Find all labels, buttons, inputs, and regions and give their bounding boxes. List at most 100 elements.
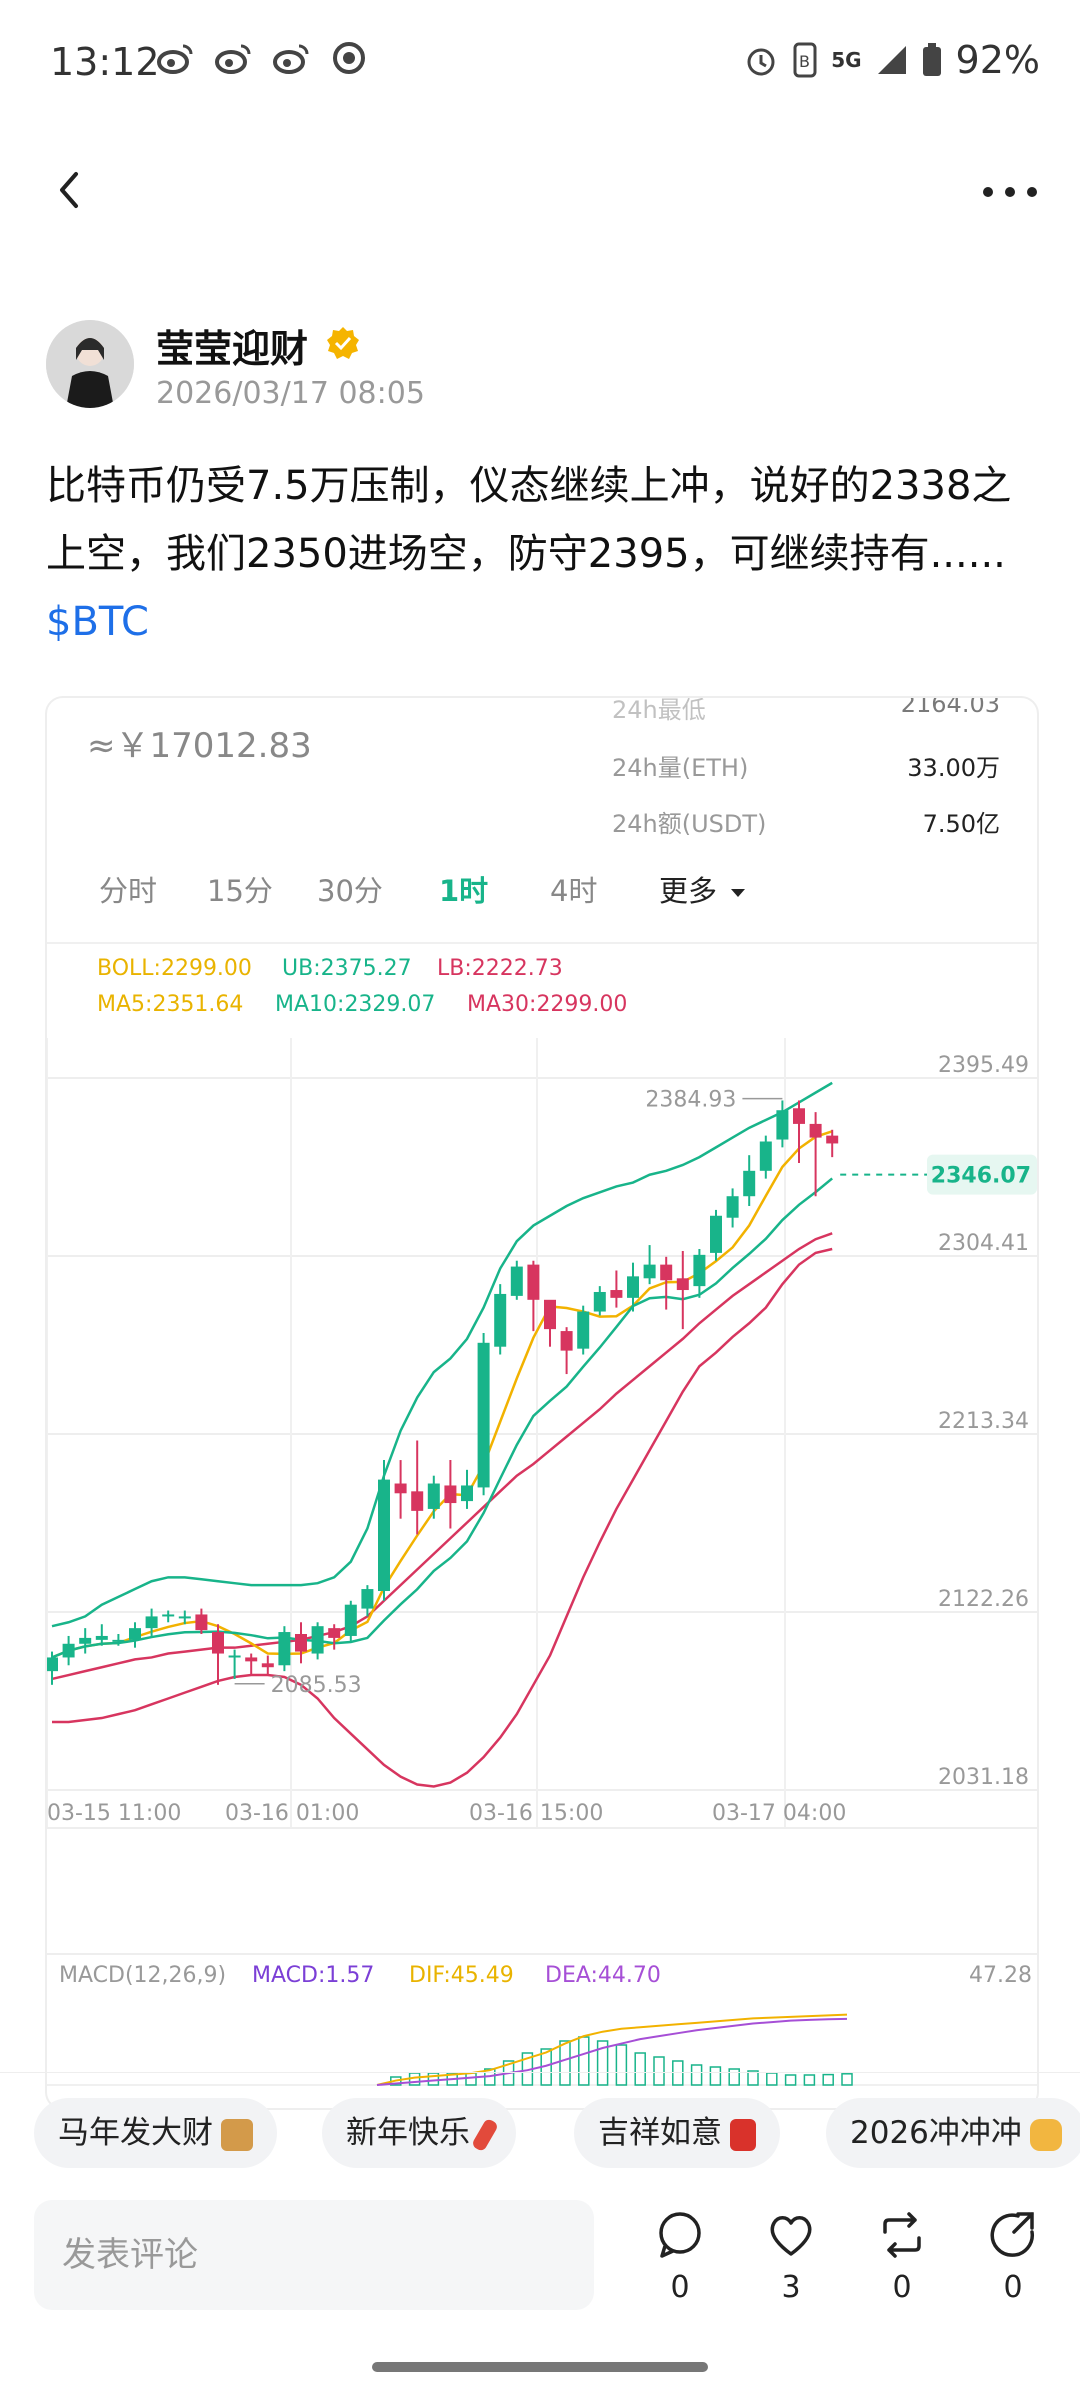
macd-value: MACD:1.57	[252, 1963, 375, 1988]
dea-line	[376, 2017, 848, 2086]
back-icon[interactable]	[50, 170, 90, 210]
candle-body	[494, 1293, 507, 1347]
target-icon	[333, 42, 365, 74]
tab-4h[interactable]: 4时	[550, 874, 598, 908]
macd-histogram-bar	[822, 2073, 834, 2086]
share-count: 0	[1003, 2270, 1023, 2305]
ma30-line	[51, 1232, 833, 1681]
candle-body	[261, 1663, 274, 1668]
candle-body	[627, 1276, 639, 1298]
chip-label: 新年快乐	[346, 2115, 470, 2151]
y-tick-label: 2031.18	[938, 1765, 1029, 1790]
candle-body	[577, 1311, 590, 1349]
x-tick-label: 03-16 01:00	[225, 1801, 359, 1826]
macd-histogram-bar	[841, 2073, 853, 2086]
comment-input[interactable]: 发表评论	[34, 2200, 594, 2310]
notification-icons	[155, 38, 369, 78]
dif-line	[376, 2013, 848, 2086]
stat-label: 24h量(ETH)	[612, 754, 749, 782]
candle-body	[178, 1616, 191, 1619]
macd-histogram-bar	[803, 2074, 816, 2086]
ticker-tag-link[interactable]: $BTC	[46, 599, 149, 645]
weibo-icon	[215, 44, 251, 74]
candle-body	[461, 1485, 473, 1502]
current-price-box	[927, 1154, 1037, 1195]
legend-lb: LB:2222.73	[437, 956, 563, 981]
candle-body	[394, 1483, 407, 1494]
candle-body	[510, 1266, 523, 1296]
more-options-icon[interactable]	[980, 180, 1040, 204]
candle-body	[79, 1637, 92, 1644]
y-tick-label: 2395.49	[938, 1053, 1029, 1078]
tab-fenshi[interactable]: 分时	[99, 874, 158, 908]
comment-button[interactable]: 0	[640, 2210, 720, 2305]
signal-icon	[877, 46, 906, 74]
macd-histogram-bar	[596, 2040, 609, 2086]
macd-axis-max: 47.28	[969, 1963, 1032, 1988]
comment-icon	[659, 2212, 701, 2258]
macd-divider	[47, 1953, 1037, 1955]
candle-body	[693, 1254, 706, 1287]
candle-body	[344, 1604, 357, 1636]
candle-body	[444, 1485, 457, 1504]
candle-body	[162, 1614, 175, 1617]
tab-more[interactable]: 更多	[659, 868, 746, 910]
network-type: 5G	[831, 48, 862, 72]
weibo-icon	[157, 44, 193, 74]
x-tick-label: 03-17 04:00	[712, 1801, 846, 1826]
like-button[interactable]: 3	[751, 2210, 831, 2305]
tab-30m[interactable]: 30分	[317, 874, 383, 908]
candle-body	[378, 1479, 390, 1592]
candle-body	[361, 1589, 374, 1609]
divider	[47, 942, 1037, 944]
market-card[interactable]: ≈￥17012.83 24h最低 2164.03 24h量(ETH) 33.00…	[45, 696, 1039, 2110]
share-button[interactable]: 0	[973, 2210, 1053, 2305]
chip-label: 吉祥如意	[598, 2115, 722, 2151]
candle-body	[228, 1655, 241, 1658]
macd-histogram-bar	[615, 2044, 628, 2086]
chip-2[interactable]: 新年快乐	[322, 2098, 516, 2168]
firecracker-icon	[470, 2117, 500, 2152]
avatar[interactable]	[46, 320, 134, 408]
home-indicator	[372, 2362, 708, 2372]
candle-body	[311, 1626, 324, 1654]
chip-4[interactable]: 2026冲冲冲	[826, 2098, 1080, 2168]
repost-count: 0	[892, 2270, 912, 2305]
tab-15m[interactable]: 15分	[207, 874, 273, 908]
candle-body	[411, 1491, 424, 1511]
author-name[interactable]: 莹莹迎财	[156, 327, 309, 371]
tab-more-label: 更多	[659, 874, 718, 908]
macd-histogram-bar	[653, 2056, 665, 2086]
candle-body	[295, 1634, 307, 1652]
nfc-icon: B	[793, 42, 817, 78]
fist-icon	[1029, 2118, 1062, 2151]
status-time: 13:12	[50, 40, 160, 84]
candle-body	[676, 1278, 689, 1291]
candle-body	[793, 1108, 805, 1124]
horse-icon	[221, 2118, 253, 2151]
tab-1h[interactable]: 1时	[439, 874, 489, 908]
candle-body	[726, 1196, 739, 1218]
legend-ma10: MA10:2329.07	[275, 992, 436, 1017]
candle-body	[710, 1215, 722, 1253]
x-tick-label: 03-16 15:00	[469, 1801, 603, 1826]
candlestick-chart[interactable]: 2395.49 2304.41 2213.34 2122.26 2031.18 03-15…	[47, 978, 1037, 1958]
stat-value: 2164.03	[900, 696, 1000, 718]
status-bar: 13:12 B 5G 92%	[0, 0, 1080, 120]
alarm-icon	[747, 48, 775, 76]
current-price-label: 2346.07	[931, 1164, 1031, 1189]
stat-value: 33.00万	[907, 754, 1000, 782]
svg-text:B: B	[799, 52, 810, 71]
chip-1[interactable]: 马年发大财	[34, 2098, 277, 2168]
boll-upper-line	[51, 1081, 833, 1628]
macd-title: MACD(12,26,9)	[59, 1963, 227, 1988]
repost-button[interactable]: 0	[862, 2210, 942, 2305]
candle-body	[660, 1264, 673, 1281]
price-cny: ≈￥17012.83	[87, 726, 312, 766]
candle-body	[643, 1264, 656, 1279]
legend-boll: BOLL:2299.00	[97, 956, 252, 981]
heart-icon	[770, 2216, 812, 2256]
chip-3[interactable]: 吉祥如意	[574, 2098, 780, 2168]
macd-histogram-bar	[427, 2072, 440, 2086]
candle-body	[145, 1616, 158, 1629]
